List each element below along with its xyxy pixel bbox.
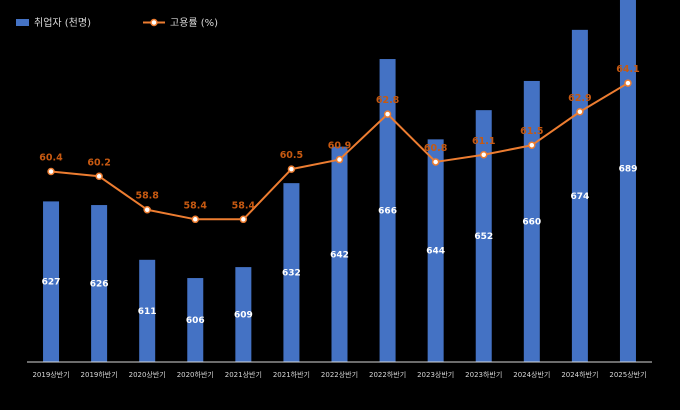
x-tick-label: 2021하반기 <box>273 370 310 379</box>
line-data-labels: 60.4 60.2 58.8 58.4 58.4 60.5 60.9 62.8 60.8 61.1… <box>39 64 639 211</box>
bar-value-label: 666 <box>378 207 397 217</box>
legend: 취업자 (천명) 고용률 (%) <box>16 16 218 29</box>
x-tick-label: 2024상반기 <box>513 370 550 379</box>
line-series <box>47 79 632 224</box>
bar-value-label: 626 <box>90 280 109 290</box>
bar-series <box>43 0 636 363</box>
line-value-label: 58.4 <box>184 200 208 211</box>
bar <box>331 146 348 362</box>
line-value-label: 60.4 <box>39 153 63 164</box>
bar-value-label: 611 <box>138 307 157 317</box>
line-value-label: 62.8 <box>376 95 400 106</box>
line-point <box>479 151 488 159</box>
bar <box>91 205 108 362</box>
line-point <box>287 165 296 173</box>
line-value-label: 58.4 <box>232 200 256 211</box>
line-point <box>624 79 632 87</box>
bar <box>379 59 396 363</box>
bar-value-label: 652 <box>474 232 493 242</box>
line-value-label: 61.1 <box>472 136 495 147</box>
bar-value-label: 642 <box>330 250 349 260</box>
line-value-label: 61.5 <box>520 126 543 137</box>
bar <box>139 259 156 362</box>
legend-line-label: 고용률 (%) <box>170 17 218 29</box>
bar <box>187 278 204 362</box>
x-tick-label: 2020상반기 <box>129 370 166 379</box>
line-point <box>528 141 536 149</box>
line-value-label: 60.9 <box>328 141 351 152</box>
bar <box>619 0 636 362</box>
bar-value-label: 644 <box>426 247 445 257</box>
bar-data-labels: 627 626 611 606 609 632 642 666 644 652 660 674 689 <box>42 165 638 326</box>
x-tick-labels: 2019상반기 2019하반기 2020상반기 2020하반기 2021상반기 2021하… <box>32 370 646 379</box>
bar-value-label: 627 <box>42 278 61 288</box>
line-point <box>95 172 103 181</box>
line-value-label: 62.9 <box>568 93 591 104</box>
legend-line-marker <box>150 18 158 27</box>
line-point <box>383 110 392 118</box>
x-tick-label: 2024하반기 <box>561 370 598 379</box>
bar <box>235 267 252 362</box>
x-tick-label: 2022하반기 <box>369 370 406 379</box>
x-tick-label: 2023상반기 <box>417 370 454 379</box>
line-value-label: 64.1 <box>616 64 639 75</box>
bar-value-label: 689 <box>619 165 638 175</box>
line-point <box>335 155 344 164</box>
bar <box>523 80 540 362</box>
bar-value-label: 674 <box>570 192 589 202</box>
line-point <box>191 215 200 224</box>
line-point <box>239 215 248 224</box>
line-value-label: 60.8 <box>424 143 448 154</box>
bar-value-label: 609 <box>234 311 253 321</box>
bar-value-label: 606 <box>186 316 205 326</box>
legend-bar-label: 취업자 (천명) <box>34 16 91 29</box>
x-tick-label: 2023하반기 <box>465 370 502 379</box>
x-tick-label: 2020하반기 <box>177 370 214 379</box>
x-tick-label: 2021상반기 <box>225 370 262 379</box>
bar <box>571 29 588 362</box>
x-tick-label: 2025상반기 <box>609 370 646 379</box>
x-tick-label: 2019상반기 <box>32 370 69 379</box>
line-point <box>576 108 584 116</box>
bar-value-label: 660 <box>522 217 541 227</box>
bar <box>43 201 60 362</box>
bar <box>427 139 444 362</box>
line-point <box>47 167 55 176</box>
bar <box>283 183 300 362</box>
bar-value-label: 632 <box>282 269 301 279</box>
x-tick-label: 2019하반기 <box>81 370 118 379</box>
line-point <box>143 205 151 214</box>
x-tick-label: 2022상반기 <box>321 370 358 379</box>
legend-bar-swatch <box>16 19 29 26</box>
line-value-label: 60.2 <box>87 157 110 168</box>
line-value-label: 60.5 <box>280 150 303 161</box>
line-point <box>431 158 440 166</box>
bar <box>475 110 492 363</box>
line-value-label: 58.8 <box>135 191 159 202</box>
